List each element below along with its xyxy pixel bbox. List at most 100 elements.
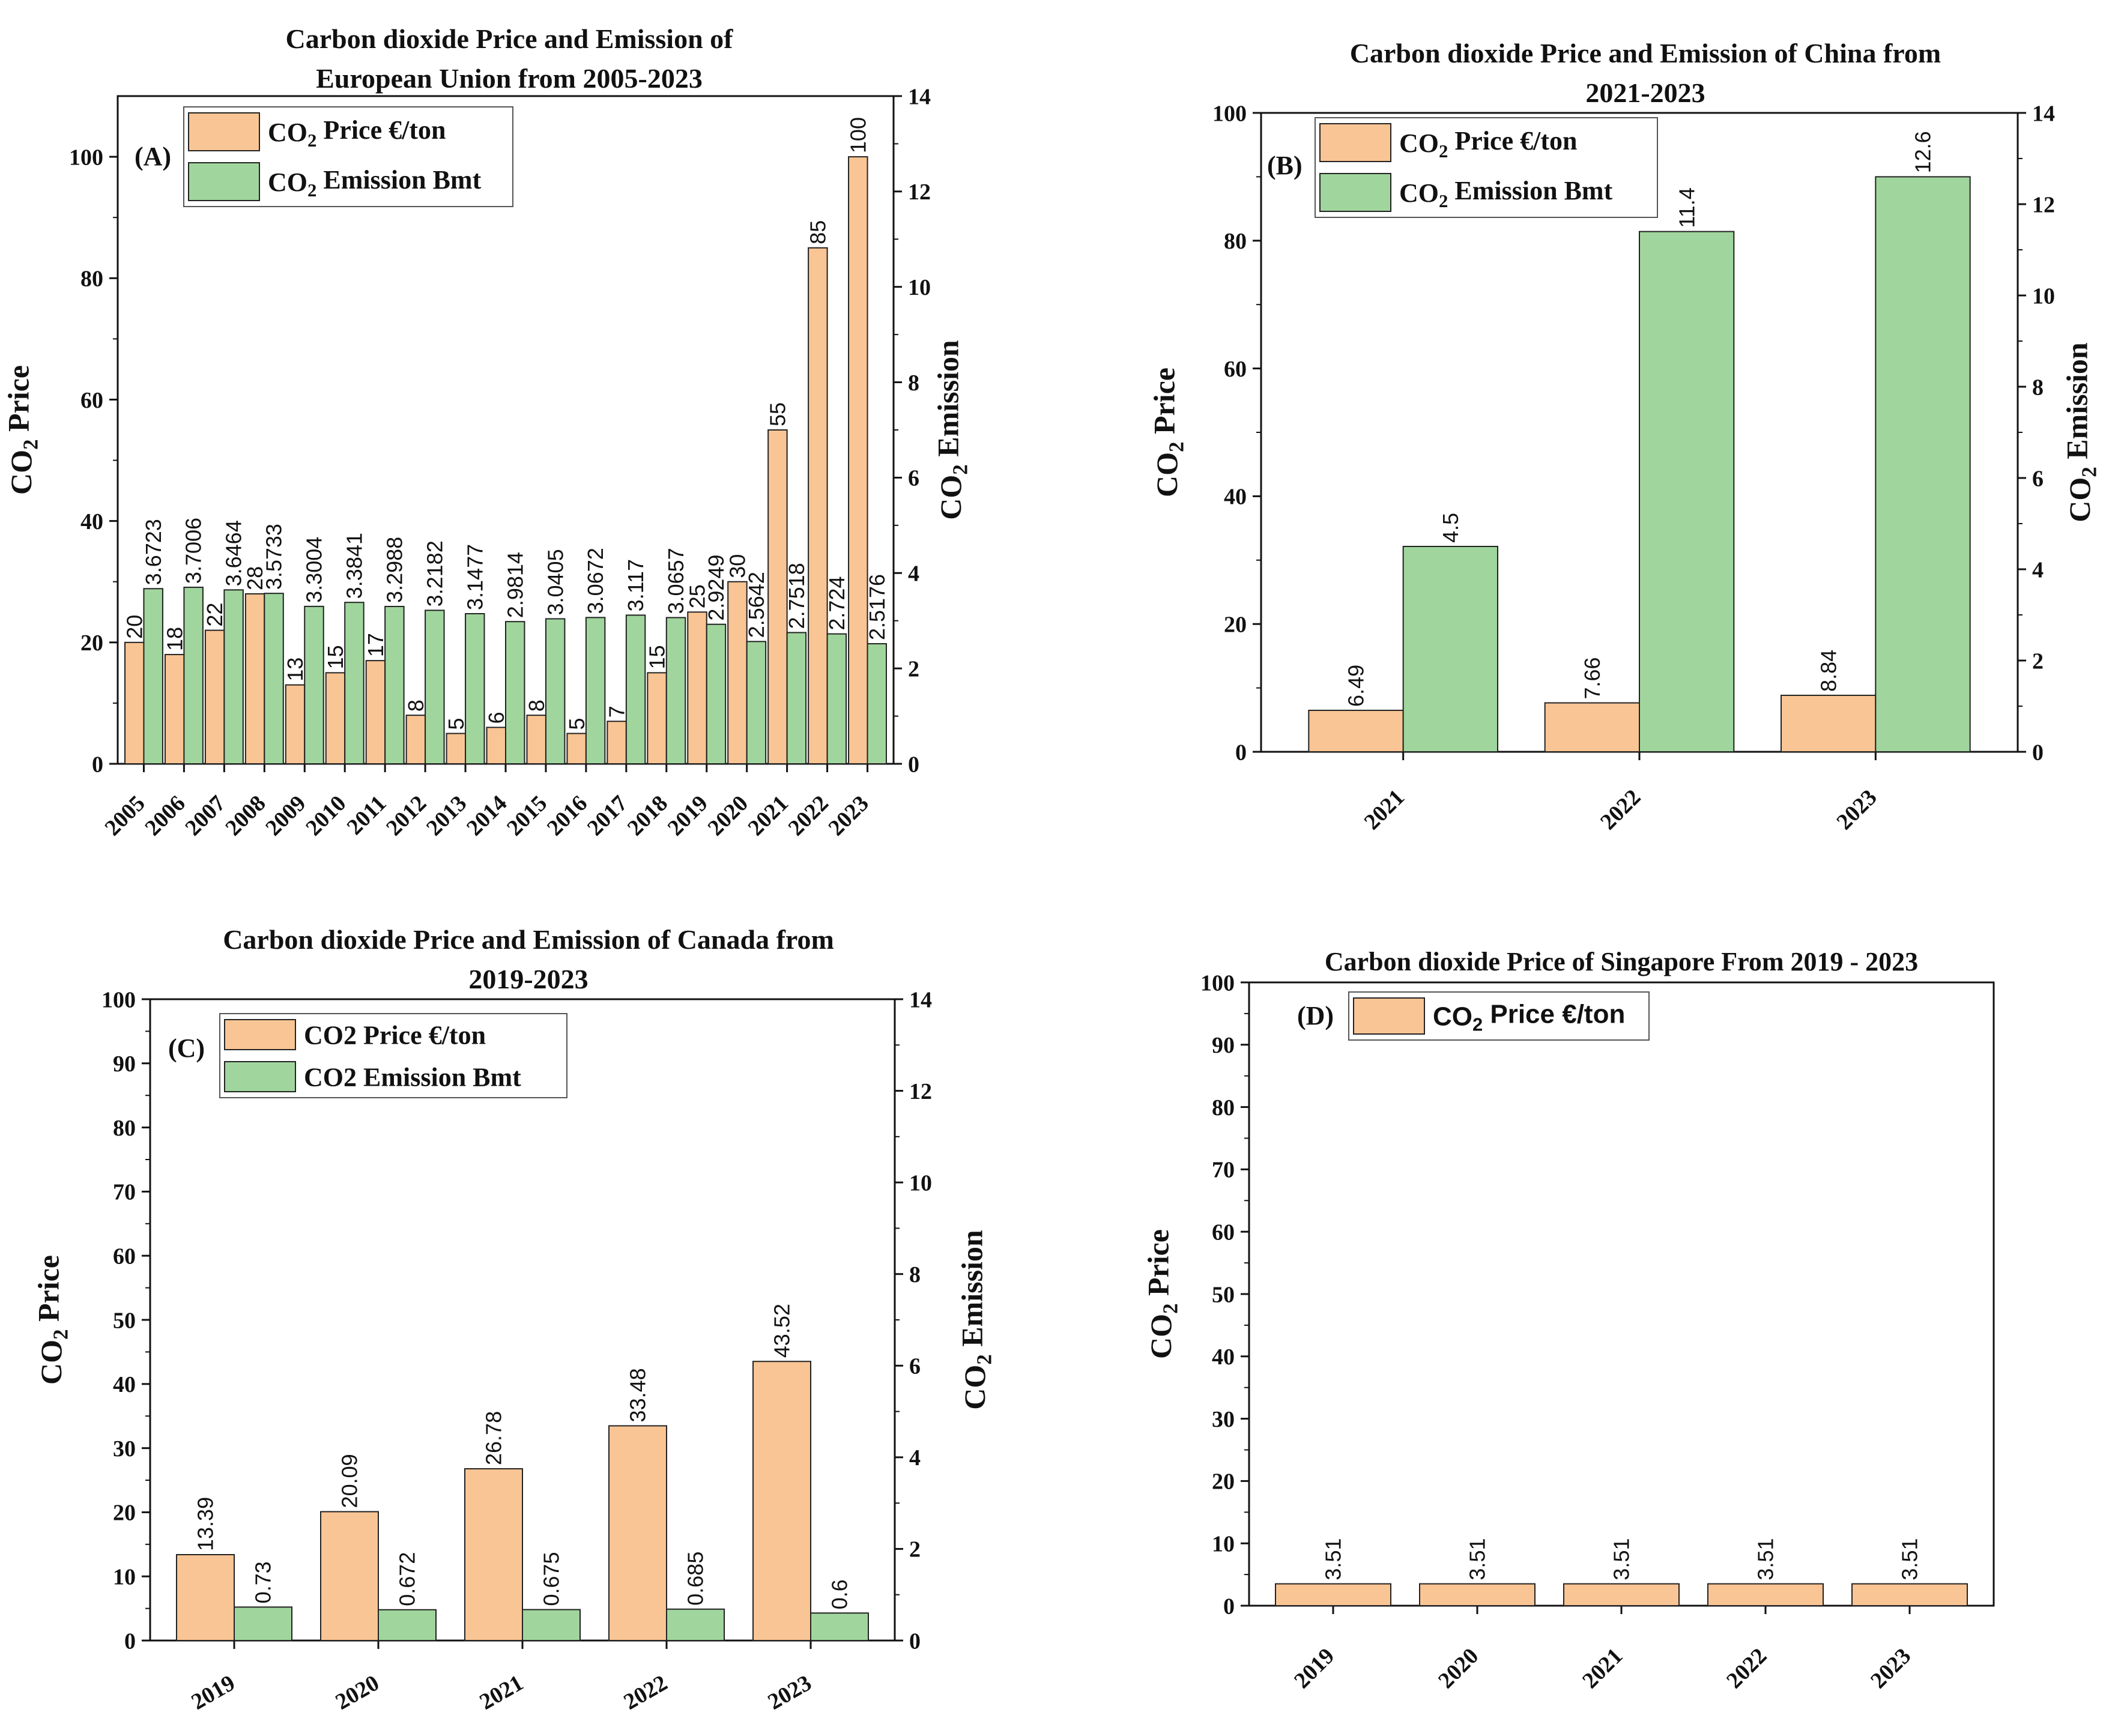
chart-title-line: Carbon dioxide Price and Emission of Chi…	[1350, 38, 1941, 68]
x-tick-label: 2021	[743, 791, 793, 841]
y-tick-label: 100	[1212, 101, 1247, 126]
emission-bar	[465, 612, 485, 764]
bar-value-label: 13	[283, 658, 307, 682]
price-bar	[752, 1361, 811, 1641]
y-tick-label: 30	[113, 1436, 136, 1462]
emission-bar	[378, 1609, 437, 1642]
y2-tick-label: 10	[908, 275, 931, 300]
price-bar	[285, 684, 306, 764]
y-tick-label: 10	[1212, 1532, 1235, 1557]
y-tick-label: 0	[124, 1629, 136, 1654]
bar-value-label: 3.51	[1753, 1538, 1778, 1580]
price-bar	[365, 660, 386, 765]
price-bar	[848, 156, 868, 765]
y2-tick-label: 12	[908, 180, 931, 205]
bar-value-label: 3.7006	[181, 518, 206, 584]
y2-axis-label: CO2​ Emission	[955, 1230, 996, 1410]
legend-entry-label: CO2​ Price €/ton	[1399, 126, 1577, 162]
y-tick-label: 0	[1235, 740, 1247, 765]
y-axis-label: CO2​ Price	[32, 1255, 73, 1385]
legend-entry-label: CO2​ Price €/ton	[268, 115, 446, 151]
x-tick-label: 2021	[1578, 1644, 1627, 1693]
x-tick-label: 2010	[301, 791, 351, 841]
y-tick-label: 70	[113, 1180, 136, 1205]
x-tick-label: 2018	[623, 791, 673, 841]
price-bar	[607, 721, 627, 764]
bar-value-label: 3.6464	[222, 520, 246, 586]
y-tick-label: 60	[80, 388, 103, 413]
price-bar	[164, 654, 185, 765]
bar-value-label: 55	[765, 402, 790, 426]
x-tick-label: 2022	[620, 1670, 672, 1714]
bar-value-label: 2.5642	[744, 572, 769, 638]
bar-value-label: 26.78	[482, 1411, 506, 1465]
emission-bar	[867, 643, 887, 765]
x-tick-label: 2020	[703, 791, 753, 841]
y-tick-label: 80	[1224, 229, 1247, 254]
legend-swatch	[1353, 997, 1425, 1035]
legend-entry-label: CO2​ Price €/ton	[1433, 999, 1625, 1035]
bar-value-label: 3.3004	[302, 537, 327, 603]
y2-tick-label: 2	[908, 656, 919, 682]
emission-bar	[143, 588, 163, 764]
x-tick-label: 2023	[764, 1670, 816, 1714]
bar-value-label: 20	[122, 615, 147, 639]
bar-value-label: 3.0657	[664, 548, 688, 614]
emission-bar	[826, 633, 847, 765]
bar-value-label: 11.4	[1674, 187, 1699, 228]
y2-tick-label: 0	[2032, 740, 2044, 765]
y-axis-label: CO2​ Price	[2, 365, 43, 495]
x-tick-label: 2023	[1866, 1644, 1916, 1693]
x-tick-label: 2012	[381, 791, 431, 841]
bar-value-label: 25	[685, 584, 710, 608]
y-tick-label: 80	[80, 267, 103, 292]
bar-value-label: 3.3841	[342, 533, 367, 599]
bar-value-label: 15	[645, 645, 670, 669]
bar-value-label: 3.2182	[422, 540, 447, 606]
x-tick-label: 2014	[462, 791, 512, 841]
x-tick-label: 2007	[180, 791, 230, 841]
legend-entry-label: CO2​ Emission Bmt	[268, 165, 482, 201]
x-tick-label: 2019	[1289, 1644, 1339, 1693]
y2-tick-label: 6	[2032, 466, 2044, 491]
emission-bar	[810, 1612, 869, 1641]
y2-tick-label: 12	[2032, 192, 2055, 217]
price-bar	[124, 641, 145, 765]
y2-tick-label: 14	[909, 987, 932, 1012]
bar-value-label: 15	[323, 645, 348, 669]
price-bar	[244, 593, 265, 764]
bar-value-label: 3.6723	[141, 519, 166, 585]
y-tick-label: 40	[1212, 1344, 1235, 1370]
panel-letter: (D)	[1297, 1001, 1334, 1030]
x-tick-label: 2011	[342, 791, 392, 840]
legend-swatch	[1319, 123, 1391, 162]
bar-value-label: 13.39	[193, 1497, 218, 1551]
y2-tick-label: 4	[909, 1445, 921, 1471]
emission-bar	[666, 1608, 725, 1642]
legend-entry-label: CO2​ Emission Bmt	[1399, 176, 1613, 211]
x-tick-label: 2017	[582, 791, 632, 841]
y-axis-label: CO2​ Price	[1142, 1229, 1182, 1359]
bar-value-label: 17	[363, 633, 388, 657]
bar-value-label: 0.685	[683, 1552, 708, 1606]
price-bar	[687, 611, 707, 764]
y-tick-label: 40	[1224, 485, 1247, 510]
y2-tick-label: 14	[2032, 101, 2055, 126]
bar-value-label: 5	[564, 718, 589, 730]
y-tick-label: 80	[1212, 1095, 1235, 1121]
y-tick-label: 70	[1212, 1158, 1235, 1183]
y-tick-label: 100	[69, 145, 103, 170]
bar-value-label: 100	[846, 117, 870, 153]
bar-value-label: 3.51	[1898, 1538, 1922, 1580]
price-bar	[325, 672, 346, 765]
y2-tick-label: 8	[908, 370, 919, 396]
y2-tick-label: 0	[908, 752, 919, 777]
chart-title-line: 2019-2023	[468, 964, 588, 994]
y-tick-label: 40	[80, 509, 103, 534]
bar-value-label: 43.52	[770, 1304, 794, 1358]
y-tick-label: 100	[1200, 970, 1235, 996]
y-tick-label: 60	[113, 1244, 136, 1269]
x-tick-label: 2015	[502, 791, 552, 841]
y2-tick-label: 0	[909, 1629, 921, 1654]
